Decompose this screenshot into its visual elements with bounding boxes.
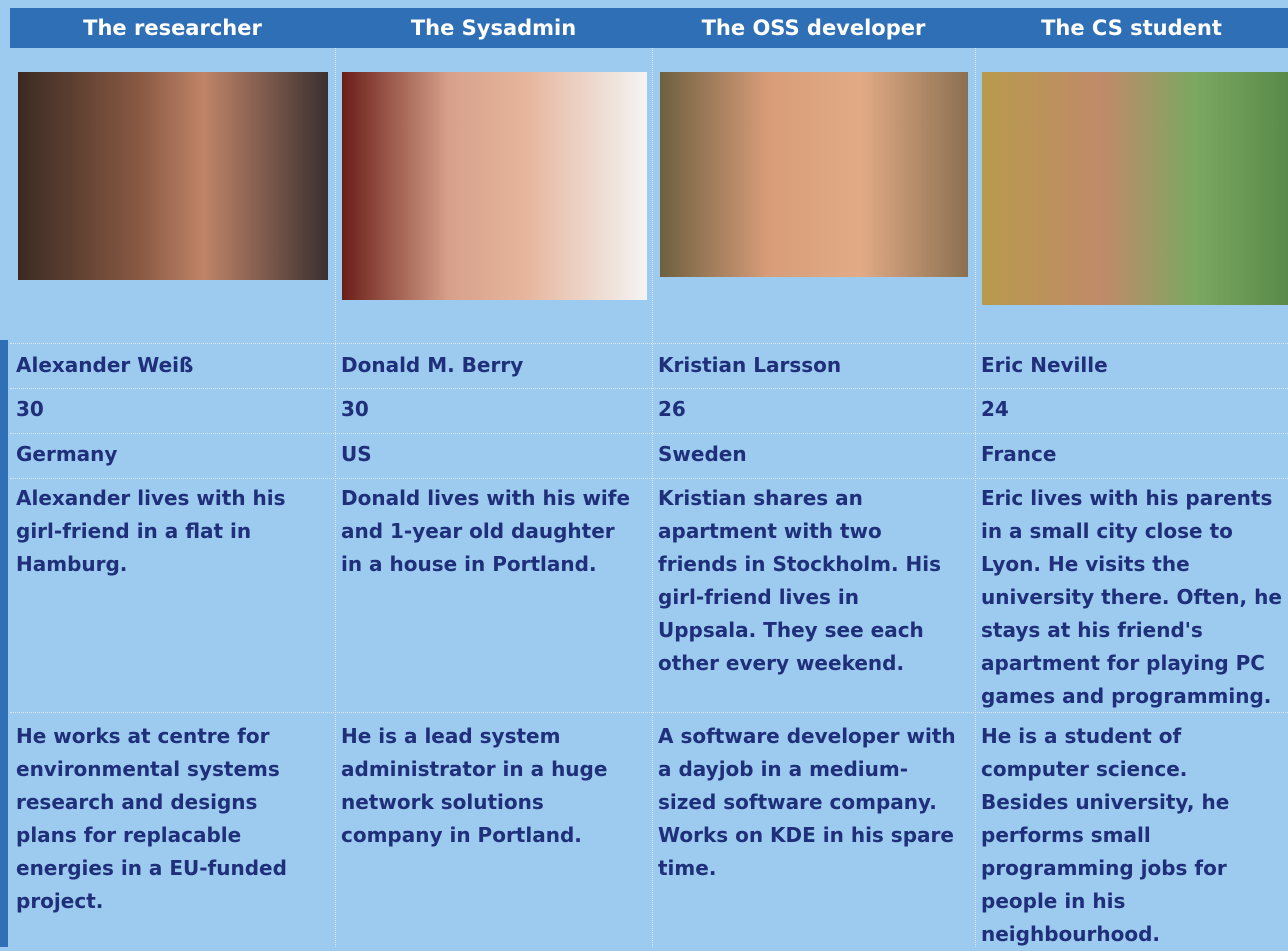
column-title: The OSS developer: [701, 16, 926, 40]
person-age: 26: [658, 397, 686, 421]
living-line: games and programming.: [981, 684, 1272, 708]
work-line: He is a lead system: [341, 724, 561, 748]
work-line: He works at centre for: [16, 724, 270, 748]
living-line: stays at his friend's: [981, 618, 1203, 642]
work-line: Works on KDE in his spare: [658, 823, 954, 847]
person-name: Kristian Larsson: [658, 353, 842, 377]
work-line: a dayjob in a medium-: [658, 757, 909, 781]
person-country: Sweden: [658, 442, 747, 466]
living-line: Uppsala. They see each: [658, 618, 924, 642]
row-separator: [10, 478, 1288, 479]
person-name: Alexander Weiß: [16, 353, 194, 377]
row-separator: [10, 343, 1288, 344]
column-title: The researcher: [83, 16, 262, 40]
work-line: environmental systems: [16, 757, 280, 781]
person-country: France: [981, 442, 1057, 466]
row-separator: [10, 433, 1288, 434]
living-line: Donald lives with his wife: [341, 486, 631, 510]
work-line: Besides university, he: [981, 790, 1230, 814]
column-title: The Sysadmin: [410, 16, 577, 40]
work-line: company in Portland.: [341, 823, 582, 847]
work-line: research and designs: [16, 790, 258, 814]
living-line: Eric lives with his parents: [981, 486, 1273, 510]
living-line: Lyon. He visits the: [981, 552, 1190, 576]
column-separator: [652, 48, 653, 947]
living-line: girl-friend lives in: [658, 585, 859, 609]
person-name: Eric Neville: [981, 353, 1108, 377]
work-line: time.: [658, 856, 717, 880]
work-line: He is a student of: [981, 724, 1182, 748]
living-line: Alexander lives with his: [16, 486, 286, 510]
work-line: performs small: [981, 823, 1151, 847]
header-bar: [10, 8, 1288, 48]
row-separator: [10, 388, 1288, 389]
work-line: administrator in a huge: [341, 757, 608, 781]
work-line: programming jobs for: [981, 856, 1227, 880]
person-age: 30: [16, 397, 44, 421]
row-separator: [10, 712, 1288, 713]
photo: [660, 72, 968, 277]
living-line: and 1-year old daughter: [341, 519, 615, 543]
living-line: apartment with two: [658, 519, 882, 543]
living-line: girl-friend in a flat in: [16, 519, 252, 543]
living-line: friends in Stockholm. His: [658, 552, 942, 576]
person-country: Germany: [16, 442, 118, 466]
photo: [982, 72, 1288, 305]
work-line: people in his: [981, 889, 1126, 913]
work-line: neighbourhood.: [981, 922, 1161, 946]
living-line: other every weekend.: [658, 651, 905, 675]
work-line: network solutions: [341, 790, 544, 814]
person-name: Donald M. Berry: [341, 353, 524, 377]
living-line: in a house in Portland.: [341, 552, 597, 576]
work-line: project.: [16, 889, 104, 913]
column-separator: [335, 48, 336, 947]
living-line: Kristian shares an: [658, 486, 863, 510]
living-line: in a small city close to: [981, 519, 1233, 543]
work-line: plans for replacable: [16, 823, 242, 847]
person-age: 24: [981, 397, 1009, 421]
living-line: apartment for playing PC: [981, 651, 1265, 675]
work-line: sized software company.: [658, 790, 937, 814]
work-line: computer science.: [981, 757, 1188, 781]
person-age: 30: [341, 397, 369, 421]
left-bar: [0, 340, 8, 947]
column-separator: [975, 48, 976, 947]
living-line: university there. Often, he: [981, 585, 1282, 609]
photo: [342, 72, 647, 300]
photo: [18, 72, 328, 280]
column-title: The CS student: [1041, 16, 1222, 40]
person-country: US: [341, 442, 372, 466]
work-line: A software developer with: [658, 724, 956, 748]
living-line: Hamburg.: [16, 552, 128, 576]
work-line: energies in a EU-funded: [16, 856, 287, 880]
